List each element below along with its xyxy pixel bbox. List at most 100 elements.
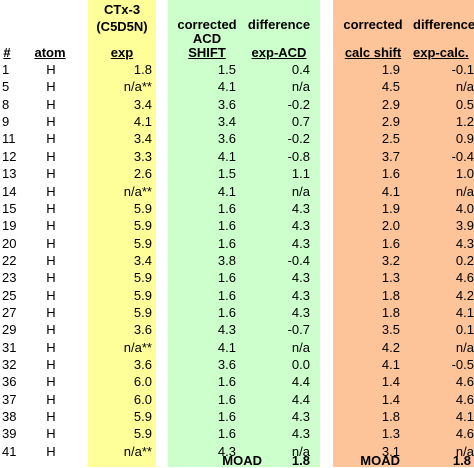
cell-corrected-calc: 4.5 (381, 79, 400, 95)
cell-exp: n/a** (123, 443, 152, 459)
cell-corrected-calc: 2.5 (381, 131, 400, 147)
atom-column-header: atom (34, 45, 66, 60)
cell-atom: H (46, 443, 56, 459)
cell-exp: 5.9 (133, 409, 152, 424)
cell-corrected-calc: 3.1 (381, 443, 400, 459)
corrected-acd-header-line1: corrected (177, 17, 237, 32)
cell-exp: 6.0 (133, 374, 152, 390)
moad-value-calc: 1.8 (452, 453, 471, 468)
ctx-title-line2: (C5D5N) (96, 19, 148, 34)
cell-number: 20 (2, 235, 17, 251)
cell-difference-calc: 4.1 (455, 304, 474, 320)
cell-atom: H (46, 96, 56, 112)
cell-corrected-acd: 3.6 (217, 357, 236, 372)
cell-exp: 5.9 (133, 235, 152, 251)
cell-difference-calc: 4.6 (455, 426, 474, 442)
cell-corrected-acd: 1.6 (217, 304, 236, 320)
cell-difference-calc: 4.6 (455, 270, 474, 286)
cell-exp: 5.9 (133, 218, 152, 234)
exp-column-highlight (88, 0, 156, 467)
cell-corrected-calc: 4.1 (381, 183, 400, 199)
cell-difference-calc: 4.2 (455, 287, 474, 303)
cell-number: 9 (2, 114, 10, 130)
cell-corrected-calc: 1.8 (381, 304, 400, 320)
cell-difference-acd: 4.3 (291, 235, 310, 251)
cell-atom: H (46, 287, 56, 303)
cell-difference-acd: n/a (291, 339, 310, 355)
cell-exp: 3.3 (133, 148, 152, 164)
cell-atom: H (46, 304, 56, 320)
cell-difference-acd: -0.2 (287, 131, 310, 147)
cell-difference-calc: n/a (455, 79, 474, 95)
cell-corrected-acd: 1.6 (217, 218, 236, 234)
cell-corrected-acd: 4.3 (217, 443, 236, 459)
cell-exp: 5.9 (133, 426, 152, 442)
cell-atom: H (46, 270, 56, 286)
cell-exp: 2.6 (133, 166, 152, 182)
cell-difference-acd: 4.3 (291, 270, 310, 286)
cell-difference-acd: 4.3 (291, 218, 310, 234)
cell-number: 27 (2, 304, 17, 320)
cell-corrected-calc: 1.3 (381, 270, 400, 286)
cell-difference-acd: 0.0 (291, 357, 310, 372)
cell-atom: H (46, 426, 56, 442)
cell-exp: 3.6 (133, 357, 152, 372)
cell-corrected-acd: 4.1 (217, 148, 236, 164)
cell-number: 11 (2, 131, 16, 147)
cell-exp: n/a** (123, 339, 152, 355)
cell-number: 41 (2, 443, 17, 459)
cell-corrected-acd: 4.3 (217, 322, 236, 338)
cell-difference-acd: -0.7 (287, 322, 310, 338)
cell-corrected-calc: 2.9 (381, 114, 400, 130)
moad-label-calc: MOAD (360, 453, 400, 468)
cell-atom: H (46, 357, 56, 372)
cell-atom: H (46, 322, 56, 338)
cell-number: 5 (2, 79, 10, 95)
cell-corrected-calc: 1.4 (381, 374, 400, 390)
moad-label-acd: MOAD (222, 453, 262, 468)
cell-corrected-calc: 1.9 (381, 200, 400, 216)
cell-number: 8 (2, 96, 10, 112)
cell-difference-acd: -0.2 (287, 96, 310, 112)
cell-atom: H (46, 218, 56, 234)
cell-corrected-acd: 3.6 (217, 96, 236, 112)
cell-corrected-calc: 3.5 (381, 322, 400, 338)
cell-corrected-acd: 3.6 (217, 131, 236, 147)
cell-number: 36 (2, 374, 17, 390)
cell-corrected-calc: 1.8 (381, 409, 400, 424)
cell-atom: H (46, 79, 56, 95)
cell-difference-calc: 0.5 (455, 96, 474, 112)
cell-number: 12 (2, 148, 17, 164)
cell-corrected-acd: 1.6 (217, 200, 236, 216)
cell-corrected-calc: 1.8 (381, 287, 400, 303)
cell-difference-acd: 4.4 (291, 391, 310, 407)
cell-difference-calc: -0.5 (451, 357, 474, 372)
cell-difference-calc: 4.3 (455, 235, 474, 251)
cell-exp: 5.9 (133, 200, 152, 216)
cell-difference-calc: 0.9 (455, 131, 474, 147)
cell-difference-acd: 4.3 (291, 287, 310, 303)
cell-number: 1 (2, 62, 10, 77)
corrected-calc-header-line1: corrected (343, 17, 403, 32)
corrected-calc-header-line2: calc shift (344, 45, 402, 60)
cell-corrected-acd: 1.5 (217, 166, 236, 182)
cell-difference-acd: n/a (291, 79, 310, 95)
cell-number: 13 (2, 166, 17, 182)
cell-number: 38 (2, 409, 17, 424)
cell-atom: H (46, 183, 56, 199)
cell-difference-calc: n/a (455, 443, 474, 459)
cell-corrected-calc: 4.2 (381, 339, 400, 355)
cell-corrected-acd: 1.5 (217, 62, 236, 77)
cell-exp: n/a** (123, 183, 152, 199)
difference-calc-header-line1: difference (413, 17, 474, 32)
corrected-acd-header-line2: ACD (192, 31, 222, 46)
cell-corrected-acd: 1.6 (217, 391, 236, 407)
cell-difference-acd: 4.3 (291, 304, 310, 320)
cell-exp: 1.8 (133, 62, 152, 77)
cell-difference-acd: 0.7 (291, 114, 310, 130)
cell-difference-acd: n/a (291, 443, 310, 459)
cell-corrected-acd: 4.1 (217, 79, 236, 95)
cell-corrected-acd: 1.6 (217, 287, 236, 303)
cell-difference-acd: 4.4 (291, 374, 310, 390)
cell-number: 15 (2, 200, 17, 216)
